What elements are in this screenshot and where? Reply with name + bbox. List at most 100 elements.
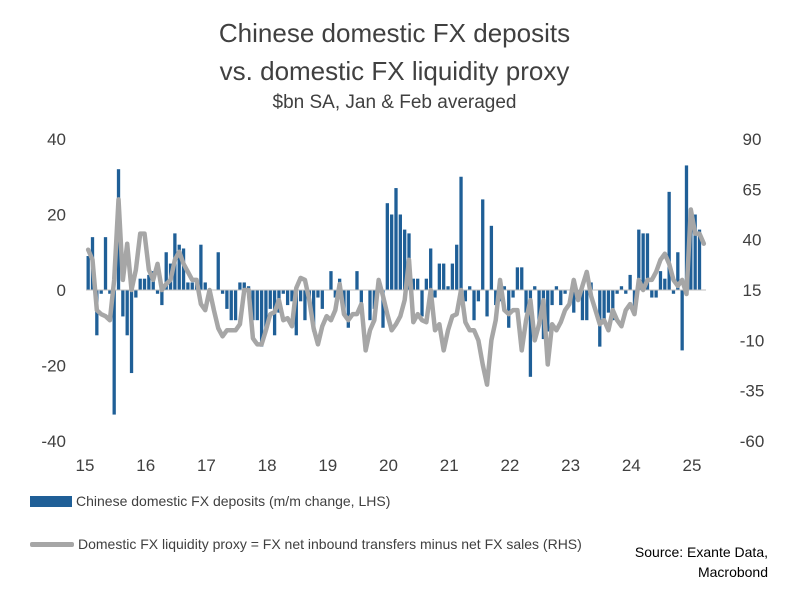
bar	[619, 286, 624, 290]
source-line-2: Macrobond	[697, 564, 768, 580]
bar	[255, 290, 259, 321]
bar	[697, 229, 702, 290]
bar	[298, 290, 303, 302]
bar	[485, 290, 489, 317]
bar	[572, 290, 576, 313]
bar	[502, 286, 507, 290]
bar	[134, 290, 138, 298]
right-tick-label: -10	[740, 331, 765, 350]
bar	[233, 290, 238, 321]
bar	[320, 290, 324, 309]
bar	[446, 286, 450, 290]
bar	[108, 290, 112, 294]
right-tick-label: 65	[743, 180, 762, 199]
bar	[611, 290, 615, 321]
right-tick-label: 90	[743, 130, 762, 149]
chart-title-line2: vs. domestic FX liquidity proxy	[219, 56, 570, 86]
bar	[333, 290, 337, 298]
bar	[368, 290, 372, 321]
x-tick-label: 15	[76, 456, 95, 475]
bar	[216, 252, 220, 290]
source-line-1: Source: Exante Data,	[634, 544, 768, 560]
bar	[129, 290, 134, 374]
bar	[455, 244, 459, 290]
bar	[394, 188, 398, 290]
legend-label-deposits: Chinese domestic FX deposits (m/m change…	[76, 493, 391, 509]
bar	[585, 290, 589, 321]
bar	[663, 278, 667, 290]
bar	[459, 176, 463, 290]
bar	[142, 278, 147, 290]
bar	[680, 290, 684, 351]
bar	[641, 233, 645, 291]
x-tick-label: 17	[197, 456, 216, 475]
bar	[416, 278, 420, 290]
bar	[303, 290, 307, 321]
bar	[554, 286, 559, 290]
bar	[671, 290, 676, 294]
bar	[489, 225, 494, 290]
x-tick-label: 16	[136, 456, 155, 475]
left-tick-label: -20	[41, 357, 66, 376]
bar	[381, 290, 385, 328]
bar	[667, 191, 671, 290]
bar	[290, 290, 294, 302]
bar	[385, 203, 389, 290]
bar	[359, 290, 363, 309]
bar	[186, 282, 190, 290]
bar	[160, 290, 164, 306]
bar	[450, 263, 455, 290]
bar	[238, 282, 242, 290]
bar	[220, 290, 225, 294]
bar	[524, 290, 528, 313]
bar	[99, 290, 103, 294]
bar	[546, 290, 550, 332]
bar	[684, 165, 689, 290]
left-tick-label: 20	[47, 206, 66, 225]
bar	[550, 290, 554, 306]
bar	[294, 290, 298, 336]
bar	[285, 290, 290, 306]
bar	[615, 290, 619, 294]
bar	[316, 290, 320, 298]
bar	[390, 214, 394, 290]
bar	[177, 244, 181, 290]
bar	[225, 290, 229, 309]
bar	[602, 290, 606, 321]
bar	[420, 290, 424, 317]
bar	[559, 290, 563, 306]
right-tick-label: 15	[743, 281, 762, 300]
legend-item-deposits: Chinese domestic FX deposits (m/m change…	[30, 493, 390, 509]
legend-label-liquidity: Domestic FX liquidity proxy = FX net inb…	[78, 536, 582, 552]
left-axis-ticks: 40 20 0 -20 -40	[41, 130, 66, 451]
x-tick-label: 22	[500, 456, 519, 475]
bar	[637, 229, 641, 290]
bar	[481, 199, 485, 290]
bar	[511, 290, 515, 298]
left-tick-label: 40	[47, 130, 66, 149]
bar	[624, 290, 628, 294]
right-axis-ticks: 90 65 40 15 -10 -35 -60	[740, 130, 765, 451]
bar	[264, 290, 268, 328]
x-tick-label: 25	[683, 456, 702, 475]
bar	[606, 290, 611, 313]
bar	[138, 278, 142, 290]
bar	[242, 282, 246, 290]
bar	[355, 271, 359, 291]
bar	[329, 271, 333, 291]
left-tick-label: -40	[41, 432, 66, 451]
bar	[515, 267, 520, 290]
bar	[433, 290, 437, 298]
bar	[251, 290, 255, 321]
bar	[528, 290, 533, 377]
bar	[580, 290, 585, 321]
bar	[411, 278, 415, 290]
x-axis-ticks: 15 16 17 18 19 20 21 22 23 24 25	[76, 456, 702, 475]
x-tick-label: 20	[379, 456, 398, 475]
legend-item-liquidity: Domestic FX liquidity proxy = FX net inb…	[30, 536, 582, 552]
bar	[520, 267, 524, 290]
bar	[125, 290, 129, 336]
chart-subtitle: $bn SA, Jan & Feb averaged	[272, 92, 517, 113]
bar	[346, 290, 350, 328]
